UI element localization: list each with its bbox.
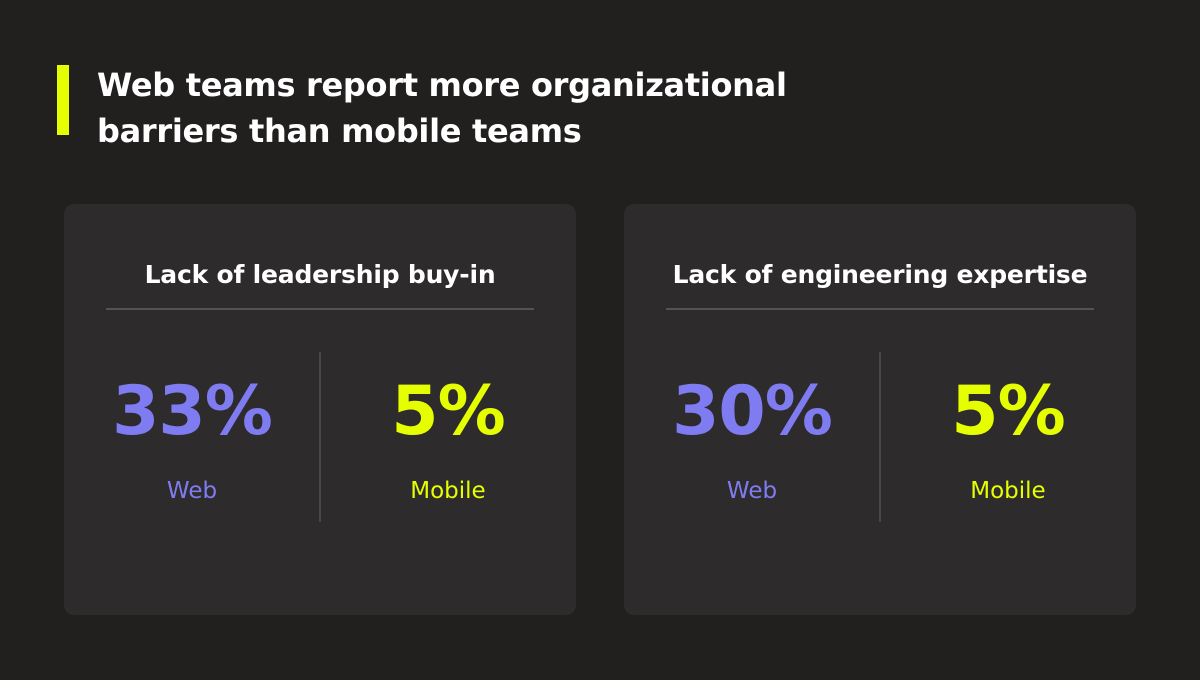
card-heading: Lack of engineering expertise (672, 260, 1088, 289)
web-stat-value: 30% (672, 372, 833, 451)
web-stat-value: 33% (112, 372, 273, 451)
mobile-stat-value: 5% (391, 372, 505, 451)
web-stat: 30% Web (624, 372, 880, 506)
web-stat: 33% Web (64, 372, 320, 506)
card-heading-rule (106, 308, 534, 310)
stat-card-leadership: Lack of leadership buy-in 33% Web 5% Mob… (64, 204, 576, 615)
stat-card-engineering: Lack of engineering expertise 30% Web 5%… (624, 204, 1136, 615)
mobile-stat-label: Mobile (970, 478, 1046, 504)
web-stat-label: Web (726, 478, 778, 504)
card-divider (879, 352, 881, 522)
card-divider (319, 352, 321, 522)
card-heading: Lack of leadership buy-in (144, 260, 496, 289)
mobile-stat: 5% Mobile (320, 372, 576, 506)
title-accent-bar (57, 65, 69, 135)
mobile-stat: 5% Mobile (880, 372, 1136, 506)
card-heading-rule (666, 308, 1094, 310)
mobile-stat-label: Mobile (410, 478, 486, 504)
web-stat-label: Web (166, 478, 218, 504)
page-title: Web teams report more organizational bar… (97, 66, 787, 150)
mobile-stat-value: 5% (951, 372, 1065, 451)
